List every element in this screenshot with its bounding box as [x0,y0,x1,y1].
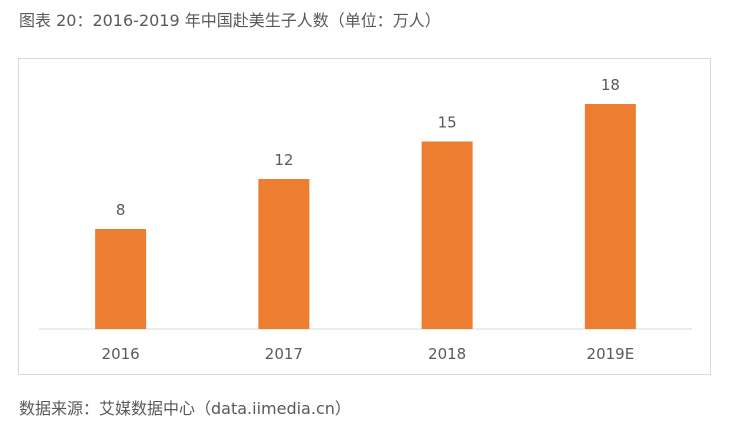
data-label-2016: 8 [116,201,126,219]
bar-2017 [258,179,310,329]
bar-2019E [584,104,636,329]
x-tick-label-2017: 2017 [265,345,303,363]
chart-frame: 8 2016 12 2017 15 2018 18 2019E [18,58,711,375]
bar-2018 [421,141,473,329]
x-tick-label-2019E: 2019E [587,345,635,363]
data-source: 数据来源：艾媒数据中心（data.iimedia.cn） [19,399,351,418]
data-label-2018: 15 [438,114,457,132]
data-label-2017: 12 [274,151,293,169]
data-label-2019E: 18 [601,76,620,94]
x-tick-label-2016: 2016 [102,345,140,363]
bar-chart: 8 2016 12 2017 15 2018 18 2019E [39,76,692,363]
x-tick-label-2018: 2018 [428,345,466,363]
bar-2016 [95,229,147,329]
chart-title: 图表 20：2016-2019 年中国赴美生子人数（单位：万人） [19,11,441,30]
